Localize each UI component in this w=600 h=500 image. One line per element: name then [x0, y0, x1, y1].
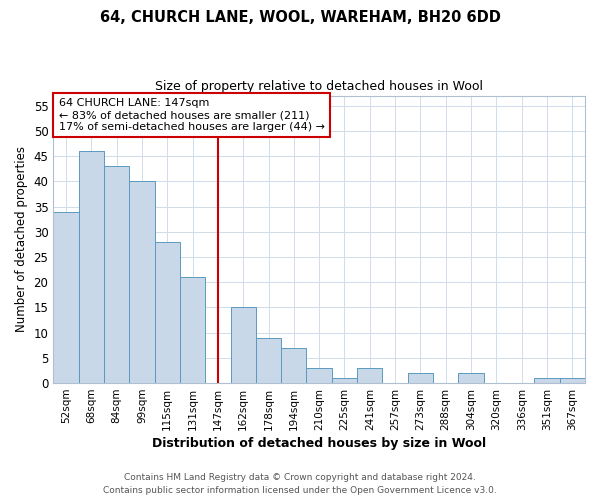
Text: 64, CHURCH LANE, WOOL, WAREHAM, BH20 6DD: 64, CHURCH LANE, WOOL, WAREHAM, BH20 6DD — [100, 10, 500, 25]
Title: Size of property relative to detached houses in Wool: Size of property relative to detached ho… — [155, 80, 483, 93]
Bar — [180, 277, 205, 383]
Y-axis label: Number of detached properties: Number of detached properties — [15, 146, 28, 332]
Bar — [104, 166, 129, 383]
Bar — [281, 348, 307, 383]
Text: Contains HM Land Registry data © Crown copyright and database right 2024.
Contai: Contains HM Land Registry data © Crown c… — [103, 474, 497, 495]
X-axis label: Distribution of detached houses by size in Wool: Distribution of detached houses by size … — [152, 437, 486, 450]
Text: 64 CHURCH LANE: 147sqm
← 83% of detached houses are smaller (211)
17% of semi-de: 64 CHURCH LANE: 147sqm ← 83% of detached… — [59, 98, 325, 132]
Bar — [79, 151, 104, 383]
Bar — [53, 212, 79, 383]
Bar — [560, 378, 585, 383]
Bar — [357, 368, 382, 383]
Bar — [307, 368, 332, 383]
Bar — [535, 378, 560, 383]
Bar — [230, 308, 256, 383]
Bar — [129, 182, 155, 383]
Bar — [408, 373, 433, 383]
Bar — [332, 378, 357, 383]
Bar — [155, 242, 180, 383]
Bar — [458, 373, 484, 383]
Bar — [256, 338, 281, 383]
